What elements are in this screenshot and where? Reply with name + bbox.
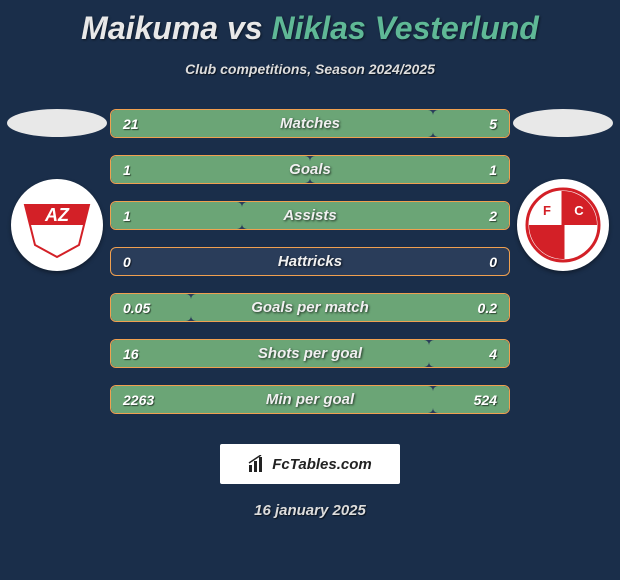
stat-label: Shots per goal xyxy=(258,345,362,362)
utrecht-logo-icon: F C xyxy=(523,185,603,265)
stat-row: 21 Matches 5 xyxy=(110,109,510,138)
svg-text:F: F xyxy=(543,203,551,218)
stat-right-value: 1 xyxy=(459,162,509,178)
right-club-column: F C xyxy=(508,109,618,271)
player1-name: Maikuma xyxy=(81,10,218,46)
right-club-logo: F C xyxy=(517,179,609,271)
left-club-column: AZ xyxy=(2,109,112,271)
player2-name: Niklas Vesterlund xyxy=(271,10,538,46)
branding-badge: FcTables.com xyxy=(220,444,400,484)
stat-label: Goals xyxy=(289,161,331,178)
stat-row: 0.05 Goals per match 0.2 xyxy=(110,293,510,322)
subtitle: Club competitions, Season 2024/2025 xyxy=(0,61,620,77)
stat-left-value: 0 xyxy=(111,254,161,270)
stat-row: 1 Assists 2 xyxy=(110,201,510,230)
left-club-logo: AZ xyxy=(11,179,103,271)
svg-text:C: C xyxy=(574,203,584,218)
left-player-silhouette xyxy=(7,109,107,137)
stat-label: Min per goal xyxy=(266,391,354,408)
page-title: Maikuma vs Niklas Vesterlund xyxy=(0,0,620,47)
stat-left-value: 1 xyxy=(111,162,161,178)
stat-label: Assists xyxy=(283,207,336,224)
stat-left-value: 16 xyxy=(111,346,161,362)
comparison-content: AZ F C 21 Matches 5 1 xyxy=(0,109,620,414)
stat-right-value: 0.2 xyxy=(459,300,509,316)
stat-right-value: 5 xyxy=(459,116,509,132)
stats-table: 21 Matches 5 1 Goals 1 1 Assists 2 0 Hat… xyxy=(110,109,510,414)
branding-text: FcTables.com xyxy=(272,456,371,473)
stat-left-value: 21 xyxy=(111,116,161,132)
stat-left-value: 0.05 xyxy=(111,300,162,316)
stat-right-value: 524 xyxy=(459,392,509,408)
stat-row: 1 Goals 1 xyxy=(110,155,510,184)
stat-row: 2263 Min per goal 524 xyxy=(110,385,510,414)
stat-left-value: 2263 xyxy=(111,392,166,408)
chart-icon xyxy=(248,455,266,473)
right-player-silhouette xyxy=(513,109,613,137)
stat-right-value: 4 xyxy=(459,346,509,362)
az-logo-icon: AZ xyxy=(17,185,97,265)
stat-row: 0 Hattricks 0 xyxy=(110,247,510,276)
stat-label: Matches xyxy=(280,115,340,132)
vs-text: vs xyxy=(227,10,263,46)
stat-left-value: 1 xyxy=(111,208,161,224)
stat-right-value: 0 xyxy=(459,254,509,270)
stat-label: Goals per match xyxy=(251,299,369,316)
date-text: 16 january 2025 xyxy=(0,502,620,519)
svg-text:AZ: AZ xyxy=(44,205,70,225)
stat-row: 16 Shots per goal 4 xyxy=(110,339,510,368)
stat-right-value: 2 xyxy=(459,208,509,224)
stat-label: Hattricks xyxy=(278,253,342,270)
